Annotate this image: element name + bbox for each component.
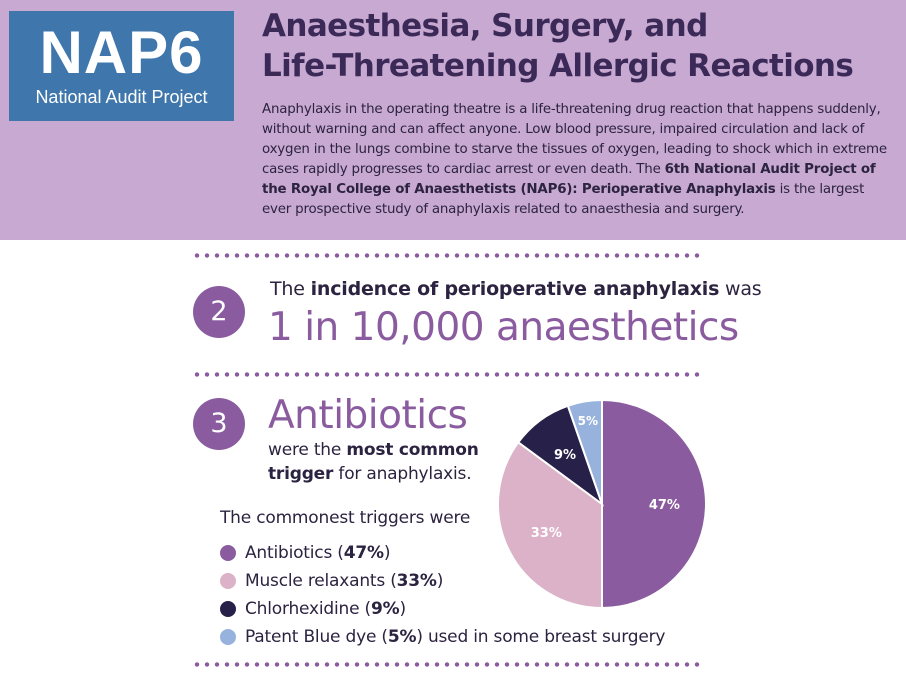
pie-slice-patent-blue-dye xyxy=(566,398,603,505)
triggers-legend: Antibiotics (47%) Muscle relaxants (33%)… xyxy=(220,539,665,651)
incidence-pre: The xyxy=(270,278,311,300)
incidence-headline: 1 in 10,000 anaesthetics xyxy=(268,305,739,350)
legend-text: Muscle relaxants ( xyxy=(245,571,397,591)
trigger-headline: Antibiotics xyxy=(268,393,468,438)
page-title: Anaesthesia, Surgery, and Life-Threateni… xyxy=(262,6,892,86)
trigger-statement: were the most common trigger for anaphyl… xyxy=(268,438,479,486)
intro-paragraph: Anaphylaxis in the operating theatre is … xyxy=(262,100,890,220)
page-title-line-2: Life-Threatening Allergic Reactions xyxy=(262,48,854,84)
header-banner: NAP6 National Audit Project Anaesthesia,… xyxy=(0,0,906,240)
dotted-divider xyxy=(192,253,704,258)
section-number-badge: 3 xyxy=(193,398,245,450)
legend-pct: 9% xyxy=(370,599,400,619)
legend-swatch xyxy=(220,629,236,645)
legend-pct: 47% xyxy=(343,543,384,563)
legend-text-end: ) xyxy=(399,599,406,619)
intro-text: Anaphylaxis in the operating theatre is … xyxy=(262,102,887,177)
legend-text-end: ) xyxy=(383,543,391,563)
legend-swatch xyxy=(220,573,236,589)
trigger-bold-2: trigger xyxy=(268,464,334,484)
legend-item: Muscle relaxants (33%) xyxy=(220,567,665,595)
pie-label-patent-blue-dye: 5% xyxy=(578,414,598,428)
logo-subtitle: National Audit Project xyxy=(35,87,208,107)
legend-text-end: ) used in some breast surgery xyxy=(416,627,666,647)
intro-text-end: is the largest ever prospective study of… xyxy=(262,182,865,217)
legend-text-end: ) xyxy=(436,571,444,591)
legend-item: Chlorhexidine (9%) xyxy=(220,595,665,623)
incidence-statement: The incidence of perioperative anaphylax… xyxy=(270,276,762,302)
legend-item: Antibiotics (47%) xyxy=(220,539,665,567)
legend-pct: 5% xyxy=(387,627,417,647)
pie-slice-muscle-relaxants xyxy=(497,440,603,610)
page-title-line-1: Anaesthesia, Surgery, and xyxy=(262,8,708,44)
legend-text: Patent Blue dye ( xyxy=(245,627,388,647)
intro-bold-text: 6th National Audit Project of the Royal … xyxy=(262,162,876,197)
legend-swatch xyxy=(220,601,236,617)
triggers-list-title: The commonest triggers were xyxy=(220,508,471,528)
trigger-pre: were the xyxy=(268,440,347,460)
logo-acronym: NAP6 xyxy=(39,19,204,86)
legend-text: Antibiotics ( xyxy=(245,543,344,563)
incidence-post: was xyxy=(719,278,762,300)
trigger-post: for anaphylaxis. xyxy=(333,464,472,484)
dotted-divider xyxy=(192,372,704,377)
legend-text: Chlorhexidine ( xyxy=(245,599,371,619)
legend-swatch xyxy=(220,545,236,561)
legend-pct: 33% xyxy=(396,571,437,591)
dotted-divider xyxy=(192,662,704,667)
incidence-bold: incidence of perioperative anaphylaxis xyxy=(310,278,720,300)
pie-label-chlorhexidine: 9% xyxy=(554,448,576,463)
trigger-pie-chart: 47% 33% 9% 5% xyxy=(497,398,707,610)
pie-label-muscle-relaxants: 33% xyxy=(531,526,562,541)
pie-slice-antibiotics xyxy=(601,398,707,610)
section-number-badge: 2 xyxy=(193,286,245,338)
legend-item: Patent Blue dye (5%) used in some breast… xyxy=(220,623,665,651)
trigger-bold-1: most common xyxy=(346,440,479,460)
pie-label-antibiotics: 47% xyxy=(649,498,680,513)
nap6-logo: NAP6 National Audit Project xyxy=(9,11,234,121)
